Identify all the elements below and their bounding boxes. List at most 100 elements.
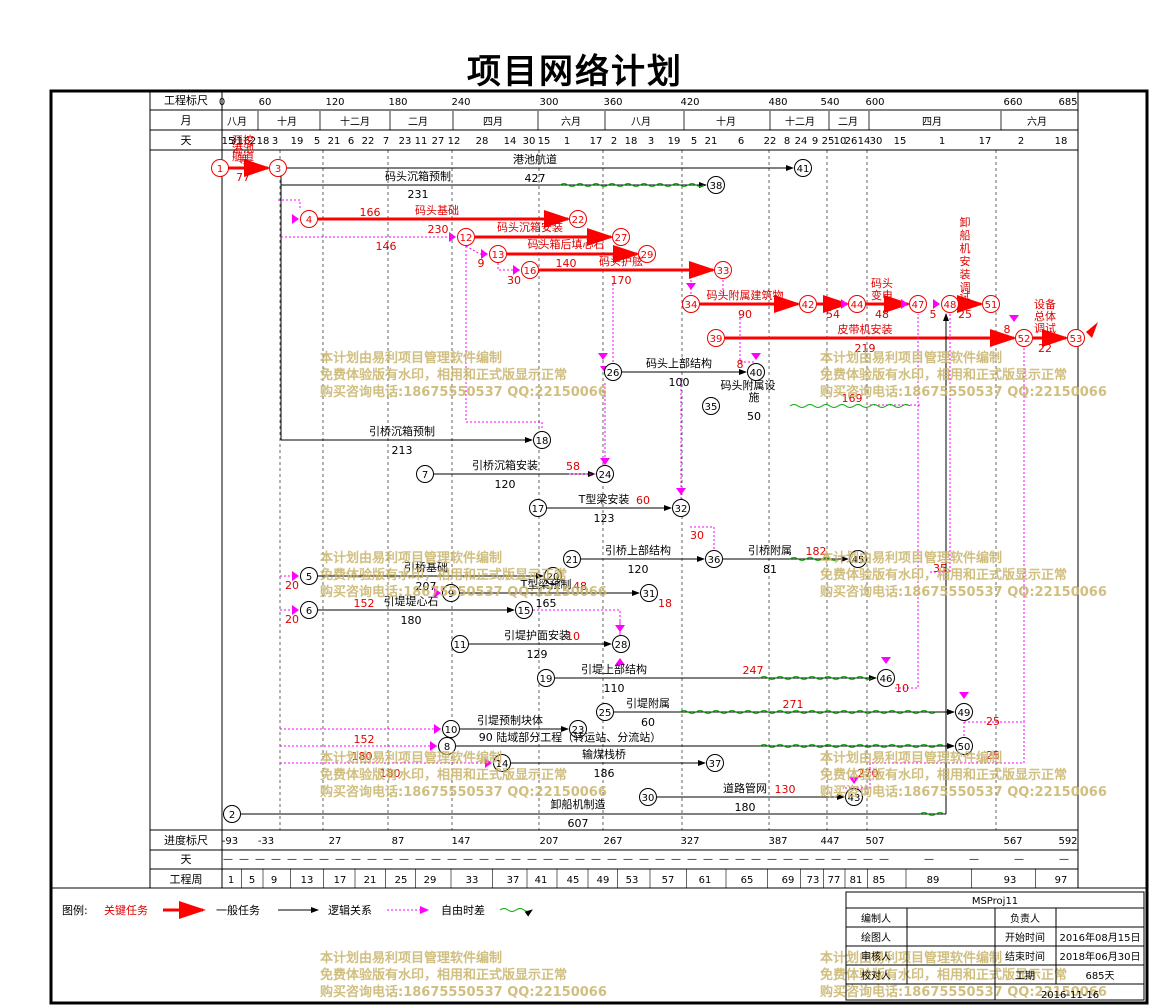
node-44[interactable]: 44 [848,295,866,313]
watermark-text: 购买咨询电话:18675550537 QQ:22150066 [320,584,607,600]
task-label: 50 [747,410,761,423]
node-20[interactable]: 20 [544,567,562,585]
task-label: 引堤预制块体 [477,713,543,727]
bday-mark: — [735,854,745,865]
node-10[interactable]: 10 [442,720,460,738]
svg-text:40: 40 [750,368,763,379]
day-label: 15 [538,136,551,147]
week-label: 21 [364,875,377,886]
node-48[interactable]: 48 [941,295,959,313]
svg-text:22: 22 [572,215,585,226]
node-35[interactable]: 35 [702,397,720,415]
node-39[interactable]: 39 [707,329,725,347]
bday-mark: — [383,854,393,865]
node-51[interactable]: 51 [982,295,1000,313]
svg-text:36: 36 [708,555,721,566]
progress-tick: 507 [865,836,884,847]
node-18[interactable]: 18 [533,431,551,449]
node-1[interactable]: 1 [211,159,229,177]
node-32[interactable]: 32 [672,499,690,517]
day-label: 30 [870,136,883,147]
node-34[interactable]: 34 [682,295,700,313]
task-label: 152 [354,597,375,610]
node-28[interactable]: 28 [612,635,630,653]
node-45[interactable]: 45 [849,550,867,568]
task-label: 机 [960,241,971,255]
bday-mark: — [367,854,377,865]
node-21[interactable]: 21 [563,550,581,568]
node-13[interactable]: 13 [489,245,507,263]
day-label: 24 [795,136,808,147]
node-12[interactable]: 12 [457,228,475,246]
node-7[interactable]: 7 [416,465,434,483]
free-float-arrowhead [292,571,299,581]
node-19[interactable]: 19 [537,669,555,687]
node-17[interactable]: 17 [529,499,547,517]
node-50[interactable]: 50 [955,737,973,755]
free-float-arrowhead [430,741,437,751]
node-25[interactable]: 25 [596,703,614,721]
node-49[interactable]: 49 [955,703,973,721]
week-label: 61 [699,875,712,886]
svg-text:5: 5 [306,572,312,583]
svg-text:4: 4 [306,215,312,226]
node-11[interactable]: 11 [451,635,469,653]
watermark-text: 免费体验版有水印，相用和正式版显示正常 [320,567,567,583]
node-16[interactable]: 16 [521,261,539,279]
free-float-arrowhead [615,625,625,632]
node-29[interactable]: 29 [638,245,656,263]
node-24[interactable]: 24 [596,465,614,483]
watermark-text: 购买咨询电话:18675550537 QQ:22150066 [820,584,1107,600]
day-label: 19 [291,136,304,147]
node-52[interactable]: 52 [1015,329,1033,347]
free-float-arrowhead [959,692,969,699]
node-40[interactable]: 40 [747,363,765,381]
task-label: 20 [285,613,299,626]
node-14[interactable]: 14 [493,754,511,772]
node-53[interactable]: 53 [1067,329,1085,347]
node-38[interactable]: 38 [707,176,725,194]
day-label: 10 [834,136,847,147]
node-30[interactable]: 30 [639,788,657,806]
free-float-arrowhead [1009,315,1019,322]
node-4[interactable]: 4 [300,210,318,228]
bday-mark: — [591,854,601,865]
node-47[interactable]: 47 [909,295,927,313]
day-label: 12 [448,136,461,147]
week-label: 77 [828,875,841,886]
node-6[interactable]: 6 [300,601,318,619]
node-5[interactable]: 5 [300,567,318,585]
header-row-label-progress: 进度标尺 [164,833,208,847]
node-8[interactable]: 8 [438,737,456,755]
header-row-label-month: 月 [181,114,192,127]
month-label: 四月 [922,116,942,128]
week-label: 69 [782,875,795,886]
watermark-text: 免费体验版有水印，相用和正式版显示正常 [820,567,1067,583]
node-33[interactable]: 33 [714,261,732,279]
node-22[interactable]: 22 [569,210,587,228]
node-27[interactable]: 27 [612,228,630,246]
node-9[interactable]: 9 [442,584,460,602]
node-42[interactable]: 42 [799,295,817,313]
task-label: 航道 [232,149,254,163]
node-36[interactable]: 36 [705,550,723,568]
node-41[interactable]: 41 [794,159,812,177]
node-31[interactable]: 31 [640,584,658,602]
node-23[interactable]: 23 [569,720,587,738]
node-37[interactable]: 37 [706,754,724,772]
node-46[interactable]: 46 [877,669,895,687]
day-label: 22 [764,136,777,147]
normal-tasks [221,165,955,815]
week-label: 65 [741,875,754,886]
svg-text:43: 43 [848,793,861,804]
node-2[interactable]: 2 [223,805,241,823]
task-label: 25 [986,749,1000,762]
task-label: 165 [536,597,557,610]
node-3[interactable]: 3 [269,159,287,177]
node-43[interactable]: 43 [845,788,863,806]
day-label: 27 [432,136,445,147]
task-label: 装 [960,268,971,281]
node-26[interactable]: 26 [604,363,622,381]
node-15[interactable]: 15 [515,601,533,619]
week-label: 25 [395,875,408,886]
